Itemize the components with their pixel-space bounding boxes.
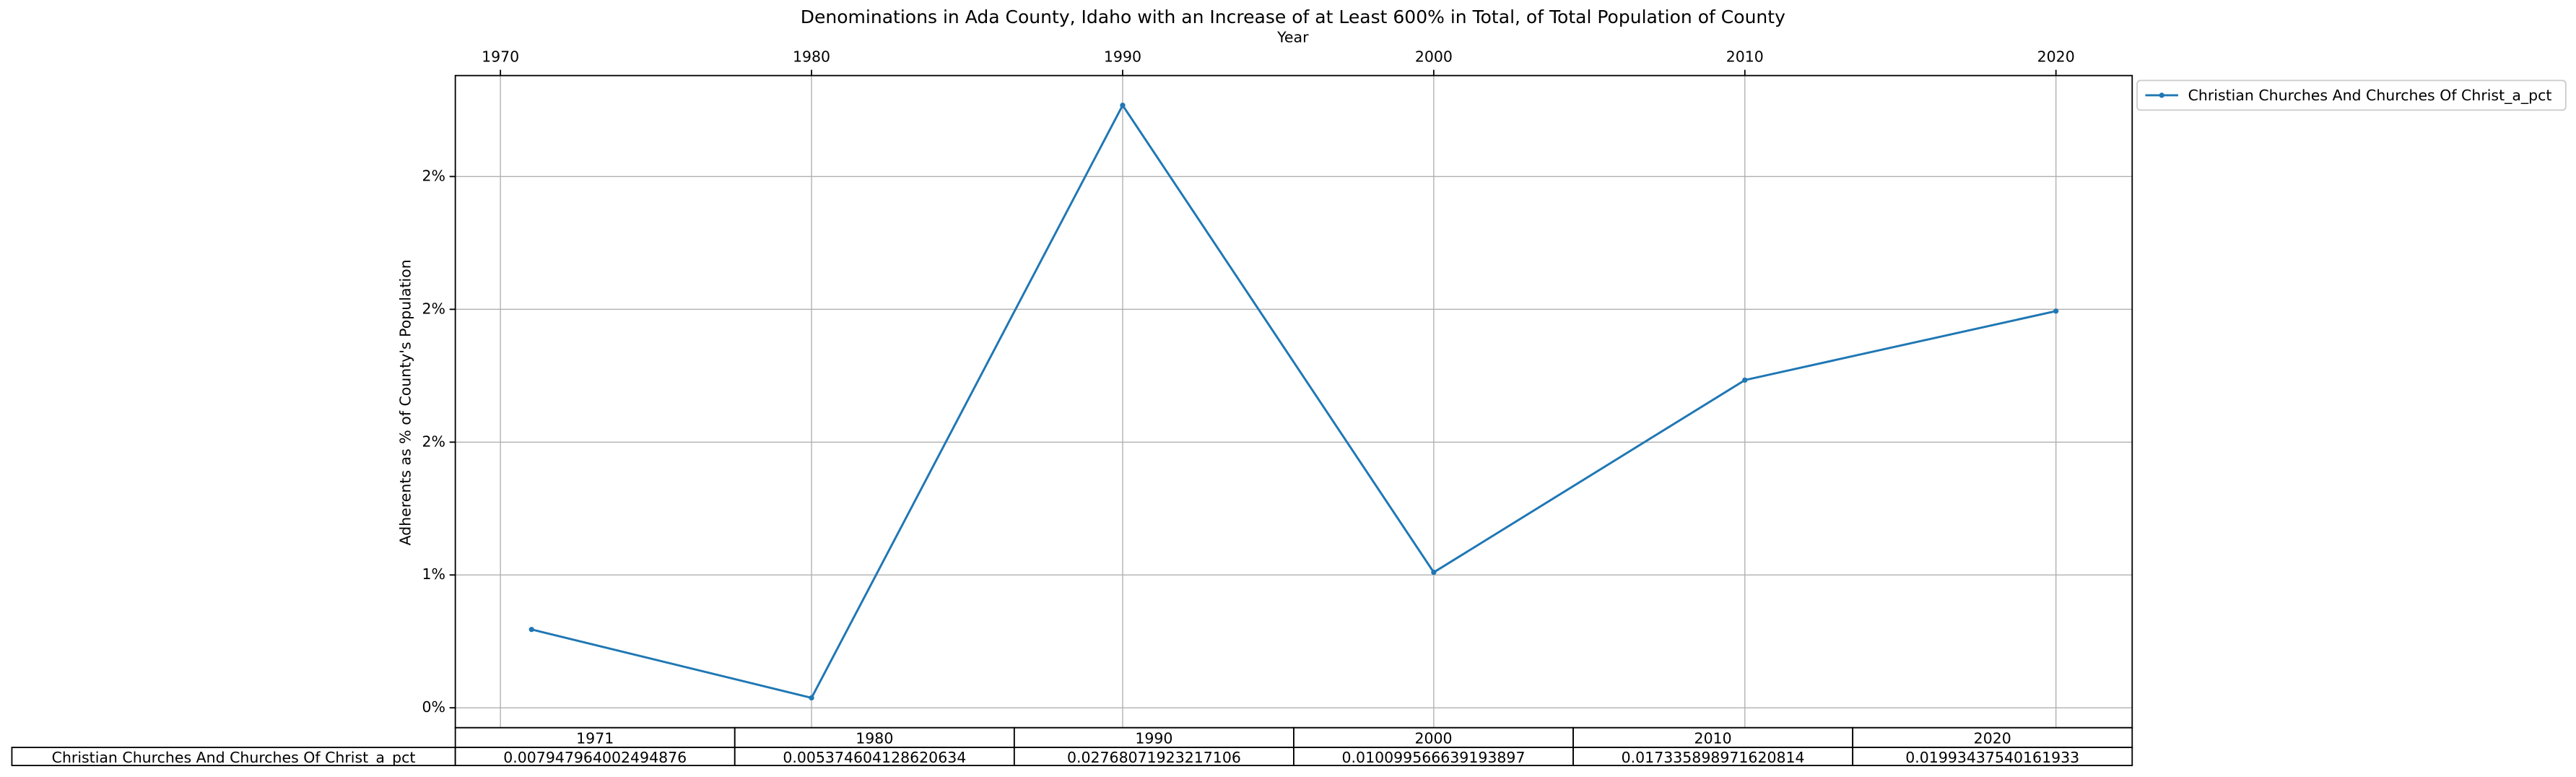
table-value: 0.01993437540161933 (1905, 749, 2079, 766)
data-point (1742, 377, 1748, 383)
table-column-header: 2010 (1694, 730, 1732, 747)
data-table: 1971 1980 1990 2000 2010 2020 Christian Church… (11, 726, 2133, 767)
chart-title: Denominations in Ada County, Idaho with … (801, 6, 1785, 27)
data-point (1431, 569, 1437, 576)
table-value: 0.007947964002494876 (503, 749, 687, 766)
table-cell (1293, 747, 1574, 766)
legend-label: Christian Churches And Churches Of Chris… (2188, 87, 2552, 105)
x-tick-label: 2020 (2037, 48, 2075, 66)
table-cell (11, 747, 456, 766)
table-column-header: 1971 (576, 730, 614, 747)
x-tick-label: 1970 (482, 48, 519, 66)
x-axis-label: Year (1276, 28, 1309, 45)
data-point (809, 695, 814, 701)
table-value: 0.005374604128620634 (783, 749, 966, 766)
table-cell (454, 747, 736, 766)
y-tick-label: 0% (422, 698, 445, 716)
x-tick-label: 1980 (793, 48, 830, 66)
legend-box (2136, 79, 2567, 111)
table-cell (1293, 726, 1574, 748)
y-axis-label: Adherents as % of County's Population (396, 259, 414, 545)
y-tick-label: 2% (422, 300, 445, 317)
table-column-header: 2020 (1974, 730, 2011, 747)
table-value: 0.02768071923217106 (1067, 749, 1241, 766)
y-tick-label: 2% (422, 167, 445, 184)
table-value: 0.010099566639193897 (1342, 749, 1526, 766)
y-tick-label: 2% (422, 433, 445, 450)
table-column-header: 1990 (1135, 730, 1172, 747)
table-cell (1852, 726, 2133, 748)
table-cell (1852, 747, 2133, 766)
plot (528, 103, 2059, 701)
y-tick-label: 1% (422, 565, 445, 583)
data-point (1120, 103, 1126, 108)
table-cell (1013, 747, 1294, 766)
table-value: 0.017335898971620814 (1622, 749, 1805, 766)
legend: Christian Churches And Churches Of Chris… (2136, 79, 2567, 111)
table-row-label: Christian Churches And Churches Of Chris… (52, 749, 416, 767)
series-line (531, 103, 2057, 700)
legend-marker (2159, 92, 2164, 98)
data-point (2053, 308, 2059, 314)
table-cell (734, 726, 1015, 748)
plot-frame (454, 74, 2133, 729)
data-point (528, 627, 534, 633)
table-column-header: 2000 (1414, 730, 1452, 747)
x-tick-label: 2000 (1415, 48, 1453, 66)
table-column-header: 1980 (856, 730, 893, 747)
x-tick-label: 2010 (1726, 48, 1764, 66)
x-tick-label: 1990 (1104, 48, 1141, 66)
grid: 1970 1980 1990 2000 2010 2020 0% 1% 2% 2% 2% (422, 48, 2133, 728)
